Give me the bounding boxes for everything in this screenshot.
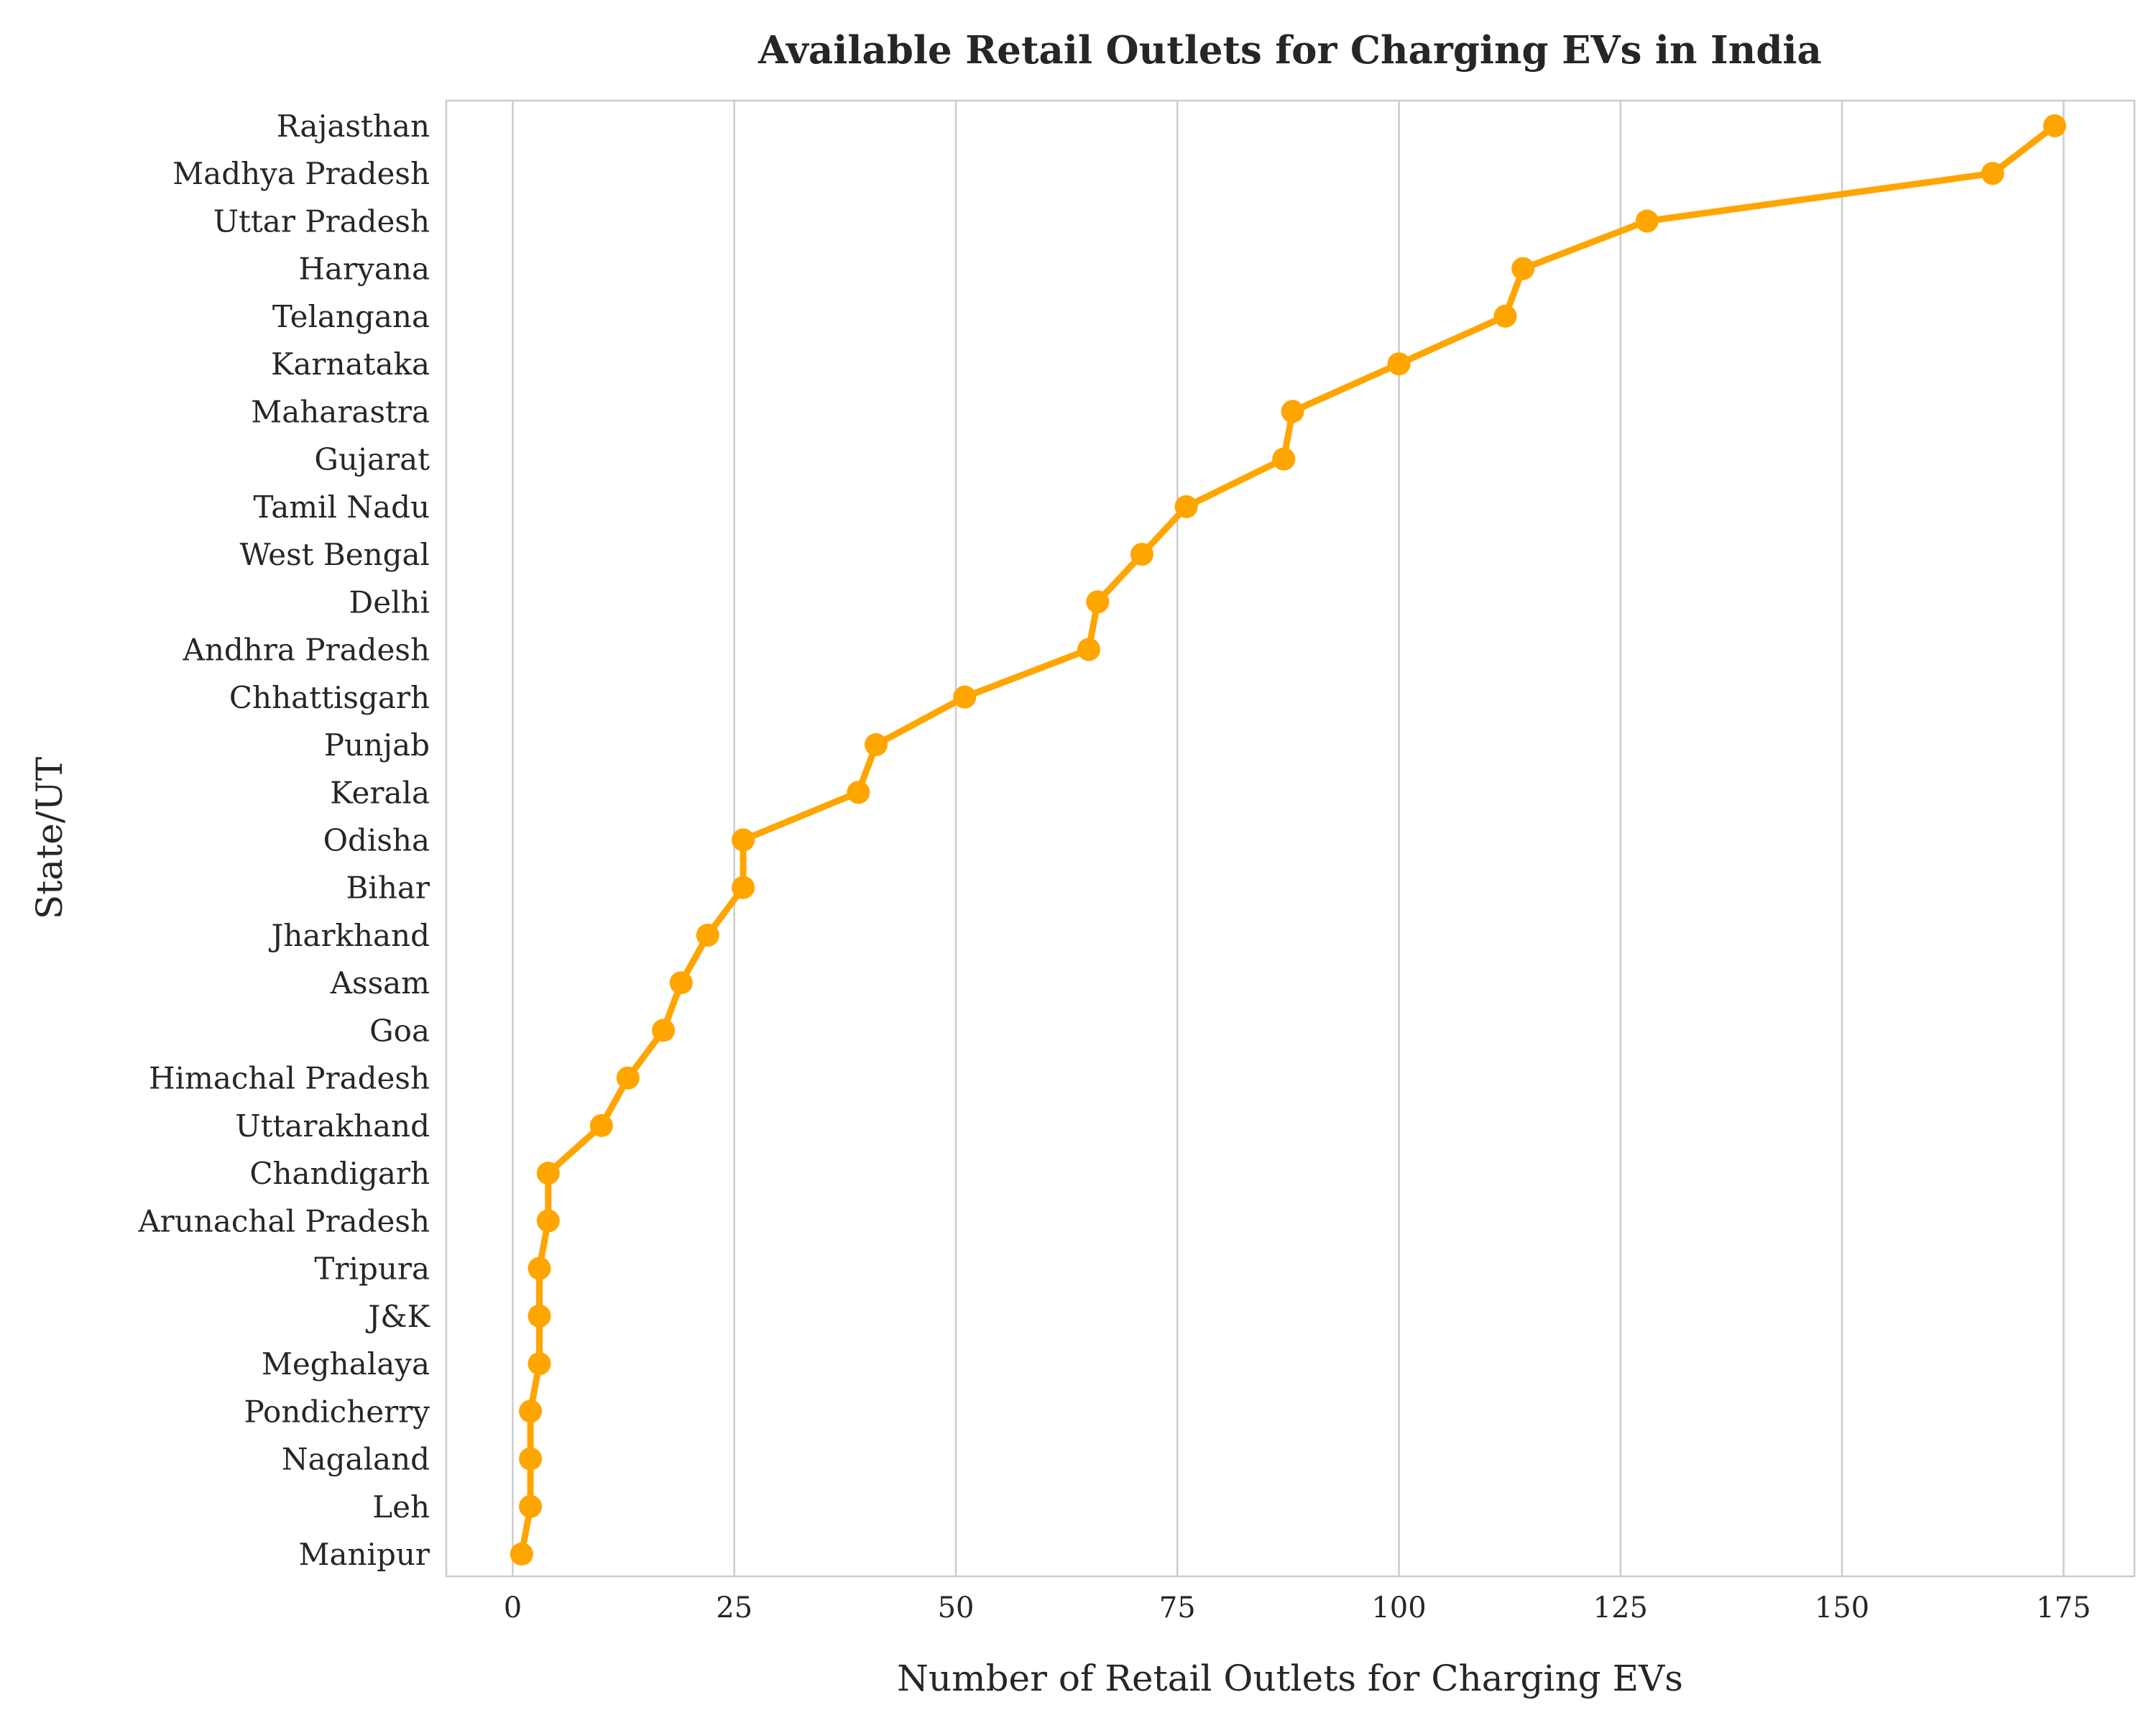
y-tick-label: Karnataka — [271, 346, 430, 382]
data-point — [1981, 162, 2004, 185]
x-tick-label: 175 — [2036, 1591, 2091, 1624]
data-point — [616, 1066, 640, 1090]
y-tick-label: Pondicherry — [244, 1394, 430, 1429]
y-tick-label: Maharastra — [251, 394, 430, 429]
y-tick-label: Madhya Pradesh — [172, 156, 430, 191]
x-axis-label: Number of Retail Outlets for Charging EV… — [897, 1658, 1683, 1699]
y-tick-label: Chandigarh — [249, 1156, 430, 1191]
data-point — [1272, 447, 1296, 471]
y-tick-label: Telangana — [272, 299, 430, 334]
data-point — [536, 1162, 560, 1185]
data-point — [1635, 209, 1659, 233]
chart-title: Available Retail Outlets for Charging EV… — [757, 28, 1822, 73]
y-tick-label: Punjab — [324, 727, 430, 763]
x-tick-label: 75 — [1159, 1591, 1196, 1624]
x-tick-label: 100 — [1371, 1591, 1426, 1624]
y-tick-label: Meghalaya — [262, 1346, 430, 1382]
plot-frame — [445, 99, 2136, 1578]
data-point — [732, 828, 755, 852]
x-tick-label: 125 — [1593, 1591, 1648, 1624]
x-tick-label: 150 — [1815, 1591, 1869, 1624]
data-point — [1511, 257, 1535, 280]
x-tick-labels: 0 25 50 75 100 125 150 175 — [504, 1591, 2091, 1624]
y-tick-label: Gujarat — [314, 442, 430, 477]
y-tick-label: Goa — [369, 1013, 430, 1048]
data-point — [1174, 495, 1198, 518]
y-tick-label: Manipur — [298, 1537, 430, 1572]
data-point — [1086, 590, 1110, 614]
y-tick-label: Delhi — [349, 584, 430, 620]
data-point — [519, 1447, 543, 1471]
y-tick-label: Uttar Pradesh — [213, 203, 430, 239]
y-tick-label: Leh — [372, 1489, 430, 1525]
data-point — [652, 1019, 676, 1042]
y-tick-label: Odisha — [323, 823, 430, 858]
data-point — [510, 1543, 533, 1566]
data-point — [953, 685, 977, 709]
data-point — [2043, 114, 2066, 137]
y-tick-label: J&K — [365, 1299, 430, 1334]
y-tick-label: Tripura — [314, 1251, 430, 1287]
y-tick-label: West Bengal — [239, 537, 430, 572]
y-tick-labels: Rajasthan Madhya Pradesh Uttar Pradesh Hary… — [137, 109, 430, 1572]
y-axis-label: State/UT — [29, 757, 70, 919]
y-tick-label: Haryana — [298, 252, 430, 287]
y-tick-label: Himachal Pradesh — [149, 1061, 430, 1096]
data-point — [519, 1494, 543, 1518]
x-tick-label: 25 — [716, 1591, 752, 1624]
y-tick-label: Bihar — [346, 870, 430, 906]
data-point — [696, 924, 719, 947]
data-point — [847, 781, 870, 804]
series — [510, 114, 2066, 1566]
x-tick-label: 50 — [938, 1591, 975, 1624]
data-point — [732, 876, 755, 899]
data-point — [669, 971, 693, 995]
data-point — [528, 1304, 551, 1328]
data-point — [865, 733, 888, 756]
data-point — [536, 1209, 560, 1233]
y-tick-label: Jharkhand — [269, 918, 430, 953]
y-tick-label: Tamil Nadu — [253, 490, 430, 525]
data-point — [519, 1400, 543, 1423]
data-point — [1493, 304, 1517, 328]
data-point — [1281, 400, 1304, 423]
data-point — [1387, 352, 1411, 376]
y-tick-label: Nagaland — [282, 1442, 430, 1477]
data-point — [1130, 543, 1153, 566]
y-tick-label: Chhattisgarh — [229, 680, 430, 715]
y-tick-label: Assam — [330, 965, 430, 1001]
data-point — [589, 1113, 613, 1137]
y-tick-label: Uttarakhand — [235, 1108, 430, 1144]
x-tick-label: 0 — [504, 1591, 522, 1624]
data-point — [528, 1256, 551, 1280]
data-point — [1077, 638, 1100, 661]
y-tick-label: Arunachal Pradesh — [137, 1203, 430, 1238]
y-tick-label: Rajasthan — [277, 109, 430, 144]
y-tick-label: Andhra Pradesh — [182, 633, 430, 668]
y-tick-label: Kerala — [330, 775, 430, 810]
data-point — [528, 1352, 551, 1376]
